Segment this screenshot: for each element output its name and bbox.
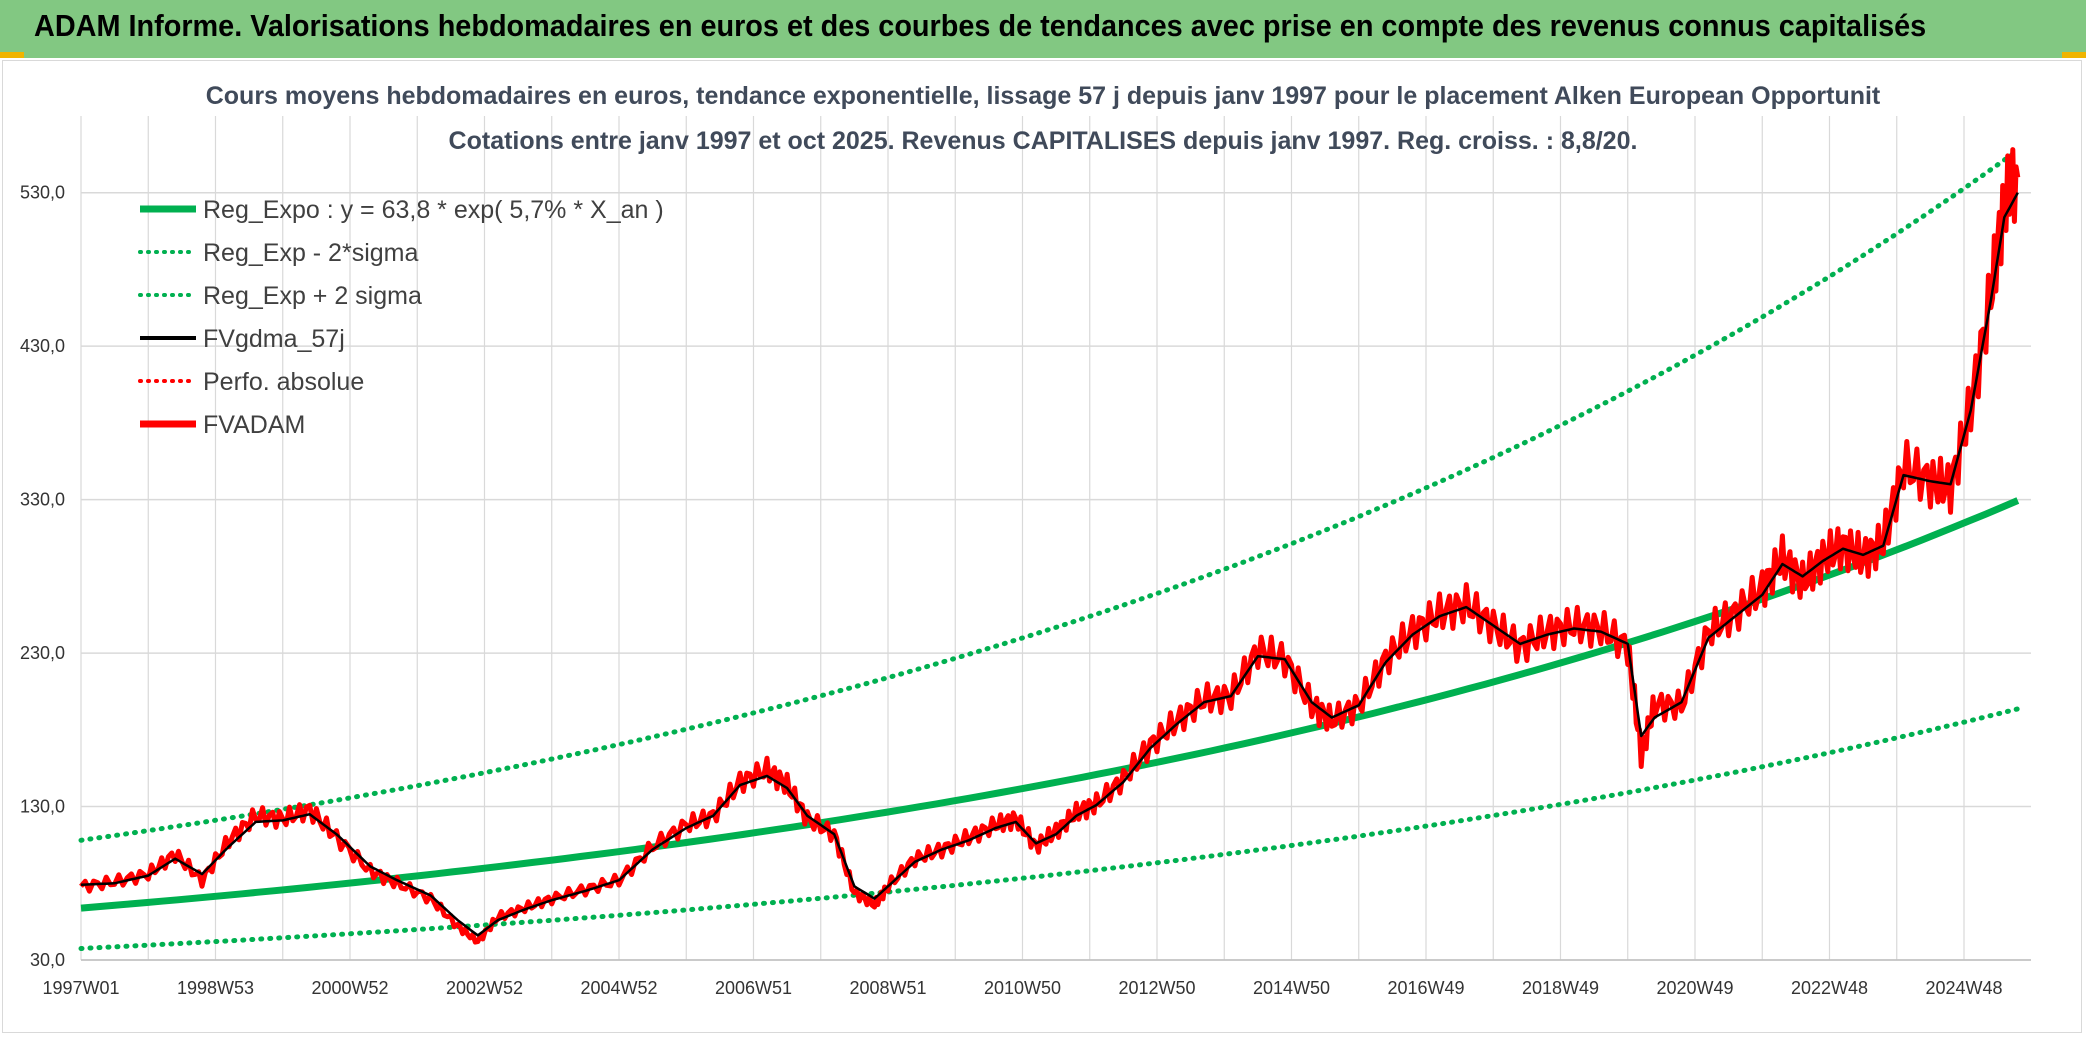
x-tick-label: 2012W50 [1118,978,1195,998]
x-tick-label: 1997W01 [42,978,119,998]
series-reg-expo [80,497,2020,912]
y-tick-label: 130,0 [20,797,65,817]
x-tick-label: 2022W48 [1791,978,1868,998]
x-tick-label: 2014W50 [1253,978,1330,998]
y-tick-label: 530,0 [20,183,65,203]
x-tick-label: 2024W48 [1925,978,2002,998]
legend-label: Perfo. absolue [203,368,364,396]
series-fvgdma-57j [80,192,2019,937]
series-reg-exp-plus-2sigma [78,147,2021,843]
x-tick-label: 2016W49 [1387,978,1464,998]
legend-label: FVADAM [203,411,305,439]
header-accent-left [0,52,24,58]
y-tick-label: 330,0 [20,490,65,510]
x-tick-label: 2008W51 [849,978,926,998]
x-tick-label: 2006W51 [715,978,792,998]
legend-label: Reg_Exp - 2*sigma [203,239,418,267]
x-tick-label: 2002W52 [446,978,523,998]
x-tick-label: 2010W50 [984,978,1061,998]
chart-area: 30,0 130,0 230,0 330,0 430,0 530,0 1997W01 1998… [2,60,2082,1033]
page-title: ADAM Informe. Valorisations hebdomadaire… [34,8,1927,43]
x-tick-label: 2004W52 [580,978,657,998]
legend-label: FVgdma_57j [203,325,345,353]
legend-label: Reg_Exp + 2 sigma [203,282,422,310]
x-tick-label: 2000W52 [311,978,388,998]
header-bar: ADAM Informe. Valorisations hebdomadaire… [0,0,2086,58]
x-tick-label: 2020W49 [1656,978,1733,998]
series-reg-exp-minus-2sigma [78,706,2021,951]
chart-svg: 30,0 130,0 230,0 330,0 430,0 530,0 1997W01 1998… [20,82,2031,998]
y-tick-label: 430,0 [20,336,65,356]
series-fvadam [79,147,2021,945]
y-tick-label: 30,0 [30,950,65,970]
x-tick-label: 2018W49 [1522,978,1599,998]
chart-title-line-1: Cours moyens hebdomadaires en euros, ten… [206,82,1881,110]
chart-title-line-2: Cotations entre janv 1997 et oct 2025. R… [449,127,1638,155]
x-tick-label: 1998W53 [177,978,254,998]
header-accent-right [2062,52,2086,58]
legend-label: Reg_Expo : y = 63,8 * exp( 5,7% * X_an ) [203,196,664,224]
y-tick-label: 230,0 [20,643,65,663]
